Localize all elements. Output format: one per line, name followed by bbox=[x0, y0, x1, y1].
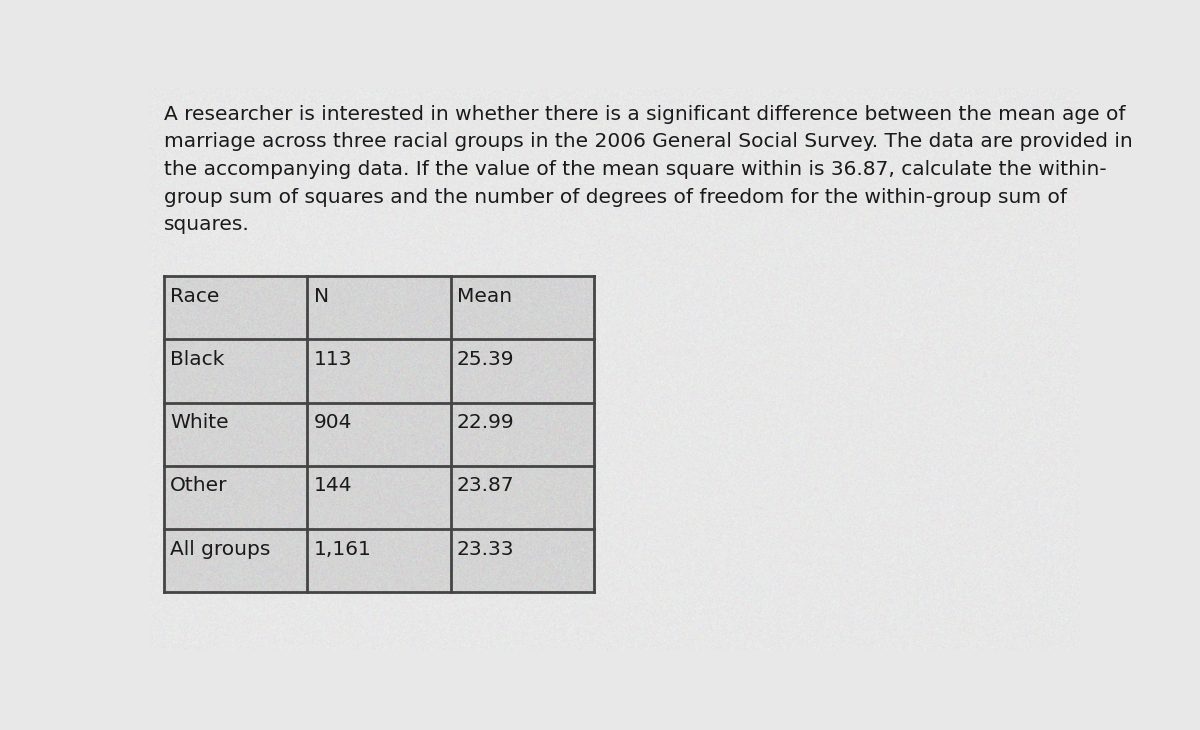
Text: N: N bbox=[313, 287, 329, 306]
Text: Black: Black bbox=[170, 350, 224, 369]
Text: 1,161: 1,161 bbox=[313, 539, 372, 558]
Text: 23.33: 23.33 bbox=[457, 539, 515, 558]
Text: group sum of squares and the number of degrees of freedom for the within-group s: group sum of squares and the number of d… bbox=[164, 188, 1067, 207]
Text: Mean: Mean bbox=[457, 287, 512, 306]
Text: marriage across three racial groups in the 2006 General Social Survey. The data : marriage across three racial groups in t… bbox=[164, 132, 1133, 151]
Text: 144: 144 bbox=[313, 477, 352, 496]
Text: All groups: All groups bbox=[170, 539, 270, 558]
Text: Other: Other bbox=[170, 477, 228, 496]
Text: 22.99: 22.99 bbox=[457, 413, 515, 432]
Text: the accompanying data. If the value of the mean square within is 36.87, calculat: the accompanying data. If the value of t… bbox=[164, 160, 1106, 179]
Text: 113: 113 bbox=[313, 350, 352, 369]
Text: A researcher is interested in whether there is a significant difference between : A researcher is interested in whether th… bbox=[164, 104, 1126, 123]
Text: 25.39: 25.39 bbox=[457, 350, 515, 369]
Text: 23.87: 23.87 bbox=[457, 477, 515, 496]
Text: White: White bbox=[170, 413, 229, 432]
Text: squares.: squares. bbox=[164, 215, 250, 234]
Text: 904: 904 bbox=[313, 413, 352, 432]
Text: Race: Race bbox=[170, 287, 220, 306]
